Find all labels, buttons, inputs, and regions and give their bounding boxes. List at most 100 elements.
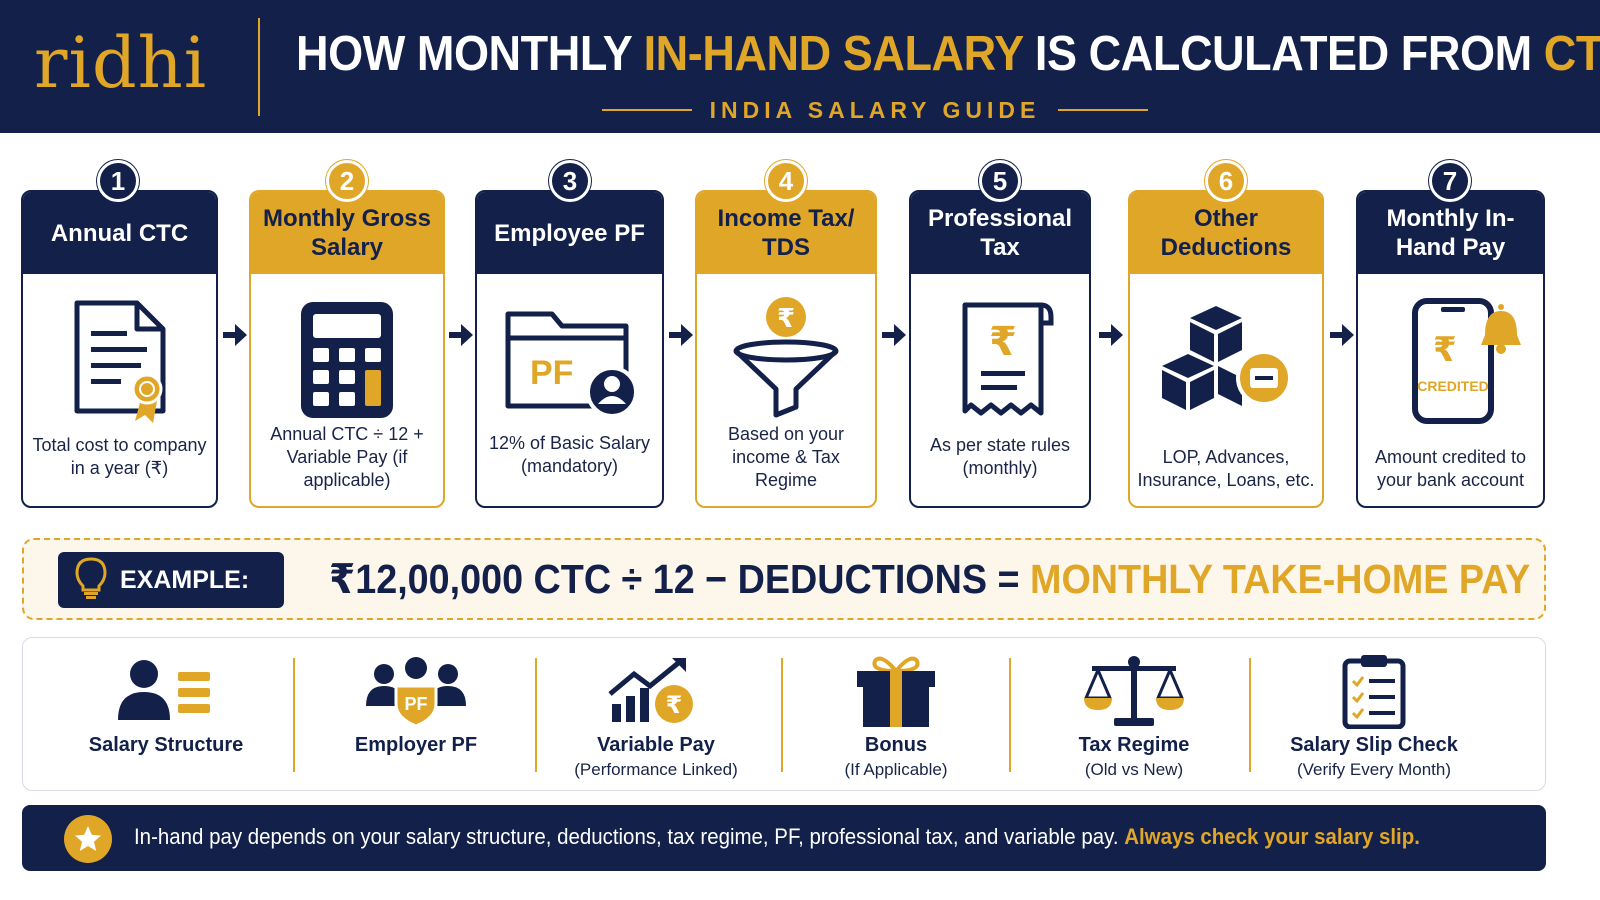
example-formula: ₹12,00,000 CTC ÷ 12 − DEDUCTIONS = MONTH… bbox=[329, 555, 1530, 603]
employer-pf-icon: PF bbox=[313, 654, 519, 728]
footer-text: In-hand pay depends on your salary struc… bbox=[134, 824, 1420, 850]
rupee-receipt-icon: ₹ bbox=[911, 290, 1089, 430]
header-banner: ridhi HOW MONTHLY IN-HAND SALARY IS CALC… bbox=[0, 0, 1600, 133]
title-part-2: IS CALCULATED FROM bbox=[1022, 27, 1544, 81]
step-description: Annual CTC ÷ 12 + Variable Pay (if appli… bbox=[270, 424, 424, 490]
calculator-icon bbox=[251, 290, 443, 430]
growth-chart-icon: ₹ bbox=[553, 654, 759, 728]
feature-divider bbox=[1249, 658, 1251, 772]
arrow-right-icon bbox=[1327, 320, 1357, 350]
step-number-badge: 7 bbox=[1429, 160, 1471, 202]
footer-note: In-hand pay depends on your salary struc… bbox=[22, 805, 1546, 871]
svg-text:₹: ₹ bbox=[989, 319, 1017, 365]
credited-label: CREDITED bbox=[1417, 378, 1489, 394]
formula-main: ₹12,00,000 CTC ÷ 12 − DEDUCTIONS = bbox=[329, 556, 1031, 602]
step-card-7: Monthly In-Hand Pay ₹ CREDITED Amount cr… bbox=[1356, 190, 1545, 508]
feature-salary-slip-check: Salary Slip Check (Verify Every Month) bbox=[1271, 638, 1477, 792]
svg-text:₹: ₹ bbox=[777, 304, 795, 334]
step-title: Professional Tax bbox=[911, 192, 1089, 274]
step-number-badge: 4 bbox=[765, 160, 807, 202]
step-number-badge: 1 bbox=[97, 160, 139, 202]
step-title: Income Tax/ TDS bbox=[697, 192, 875, 274]
feature-bonus: Bonus (If Applicable) bbox=[793, 638, 999, 792]
step-number-badge: 2 bbox=[326, 160, 368, 202]
pf-folder-icon: PF bbox=[477, 290, 662, 430]
step-card-3: Employee PF PF 12% of Basic Salary (mand… bbox=[475, 190, 664, 508]
feature-label: Salary Slip Check bbox=[1290, 734, 1458, 756]
step-card-2: Monthly Gross Salary Annual CTC ÷ 12 + V… bbox=[249, 190, 445, 508]
page-subtitle: INDIA SALARY GUIDE bbox=[709, 96, 1041, 123]
example-banner: EXAMPLE: ₹12,00,000 CTC ÷ 12 − DEDUCTION… bbox=[22, 538, 1546, 620]
step-description: 12% of Basic Salary (mandatory) bbox=[488, 433, 651, 476]
rupee-funnel-icon: ₹ bbox=[697, 290, 875, 430]
step-card-4: Income Tax/ TDS ₹ Based on your income &… bbox=[695, 190, 877, 508]
step-card-5: Professional Tax ₹ As per state rules (m… bbox=[909, 190, 1091, 508]
step-description: Based on your income & Tax Regime bbox=[727, 424, 845, 490]
subtitle-row: INDIA SALARY GUIDE bbox=[590, 94, 1160, 126]
step-description: Amount credited to your bank account bbox=[1374, 447, 1527, 490]
employer-pf-text: PF bbox=[404, 694, 427, 714]
step-title: Monthly Gross Salary bbox=[251, 192, 443, 274]
step-title: Annual CTC bbox=[23, 192, 216, 274]
phone-credited-icon: ₹ CREDITED bbox=[1358, 290, 1543, 430]
steps-flow: Annual CTC Total cost to company in a ye… bbox=[0, 150, 1600, 520]
arrow-right-icon bbox=[666, 320, 696, 350]
star-icon bbox=[64, 815, 112, 863]
feature-sublabel: (Verify Every Month) bbox=[1297, 760, 1451, 779]
salary-structure-icon bbox=[63, 654, 269, 728]
feature-label: Bonus bbox=[864, 734, 928, 756]
feature-label: Employer PF bbox=[354, 734, 478, 756]
step-title: Monthly In-Hand Pay bbox=[1358, 192, 1543, 274]
feature-tax-regime: Tax Regime (Old vs New) bbox=[1031, 638, 1237, 792]
feature-sublabel: (If Applicable) bbox=[844, 760, 948, 779]
arrow-right-icon bbox=[220, 320, 250, 350]
step-number-badge: 6 bbox=[1205, 160, 1247, 202]
features-row: Salary Structure PF Employer PF bbox=[22, 637, 1546, 791]
formula-result: MONTHLY TAKE-HOME PAY bbox=[1030, 556, 1531, 602]
svg-text:₹: ₹ bbox=[666, 691, 683, 719]
feature-sublabel: (Performance Linked) bbox=[574, 760, 738, 779]
step-description: LOP, Advances, Insurance, Loans, etc. bbox=[1137, 447, 1315, 490]
arrow-right-icon bbox=[879, 320, 909, 350]
page-title: HOW MONTHLY IN-HAND SALARY IS CALCULATED… bbox=[296, 26, 1600, 82]
feature-divider bbox=[1009, 658, 1011, 772]
title-part-1: HOW MONTHLY bbox=[296, 27, 644, 81]
arrow-right-icon bbox=[1096, 320, 1126, 350]
example-badge: EXAMPLE: bbox=[58, 552, 284, 608]
feature-divider bbox=[781, 658, 783, 772]
title-highlight: IN-HAND SALARY bbox=[643, 27, 1024, 81]
feature-variable-pay: ₹ Variable Pay (Performance Linked) bbox=[553, 638, 759, 792]
brand-logo: ridhi bbox=[34, 22, 208, 104]
feature-label: Tax Regime bbox=[1078, 734, 1190, 756]
subtitle-rule-right bbox=[1058, 109, 1149, 111]
step-card-1: Annual CTC Total cost to company in a ye… bbox=[21, 190, 218, 508]
feature-divider bbox=[293, 658, 295, 772]
clipboard-checklist-icon bbox=[1271, 654, 1477, 729]
feature-label: Salary Structure bbox=[88, 734, 244, 756]
lightbulb-icon bbox=[74, 556, 108, 605]
step-description: Total cost to company in a year (₹) bbox=[32, 435, 207, 478]
certificate-document-icon bbox=[23, 290, 216, 430]
arrow-right-icon bbox=[446, 320, 476, 350]
step-number-badge: 5 bbox=[979, 160, 1021, 202]
step-card-6: Other Deductions LOP, Advances, Insuranc… bbox=[1128, 190, 1324, 508]
feature-sublabel: (Old vs New) bbox=[1084, 760, 1184, 779]
gift-icon bbox=[793, 654, 999, 728]
feature-salary-structure: Salary Structure bbox=[63, 638, 269, 792]
header-divider bbox=[258, 18, 260, 116]
title-highlight-ctc: CTC bbox=[1543, 27, 1600, 81]
pf-label: PF bbox=[530, 354, 573, 392]
example-label: EXAMPLE: bbox=[120, 565, 250, 594]
boxes-minus-icon bbox=[1130, 290, 1322, 430]
svg-text:₹: ₹ bbox=[1433, 330, 1457, 370]
scales-icon bbox=[1031, 654, 1237, 728]
subtitle-rule-left bbox=[601, 109, 692, 111]
footer-highlight: Always check your salary slip. bbox=[1124, 824, 1420, 849]
step-number-badge: 3 bbox=[549, 160, 591, 202]
footer-main-text: In-hand pay depends on your salary struc… bbox=[134, 824, 1125, 849]
feature-divider bbox=[535, 658, 537, 772]
step-description: As per state rules (monthly) bbox=[929, 435, 1071, 478]
feature-employer-pf: PF Employer PF bbox=[313, 638, 519, 792]
feature-label: Variable Pay bbox=[597, 734, 715, 756]
step-title: Other Deductions bbox=[1130, 192, 1322, 274]
